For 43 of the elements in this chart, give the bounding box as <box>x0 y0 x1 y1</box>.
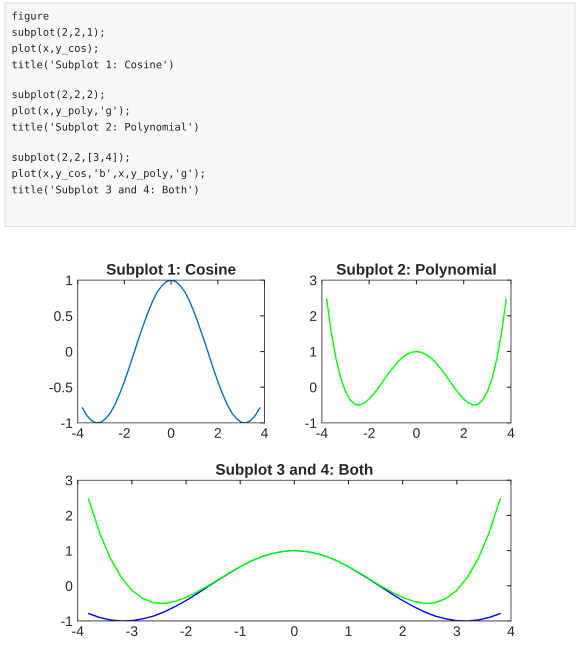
x-tick-label: -2 <box>118 428 130 438</box>
y-tick-label: 3 <box>310 275 316 286</box>
x-tick-label: -4 <box>72 626 84 636</box>
y-tick-label: 1 <box>310 346 316 357</box>
y-tick-label: 0 <box>310 382 316 392</box>
y-tick-label: 0.5 <box>54 311 72 321</box>
y-tick-label: -0.5 <box>50 382 72 392</box>
chart-title: Subplot 2: Polynomial <box>336 264 496 278</box>
x-tick-label: 0 <box>413 428 420 438</box>
y-tick-label: 2 <box>310 311 316 321</box>
x-tick-label: -4 <box>316 428 328 438</box>
text: figure subplot(2,2,1); plot(x,y_cos); title('Subplot 1: Cosine') <box>12 12 172 70</box>
x-tick-label: 0 <box>168 428 174 438</box>
text: subplot(2,2,[3,4]); plot(x,y_cos,'b',x,y_poly,'g'); title('Subplot 3 and 4: Both') <box>12 152 204 196</box>
x-tick-label: -2 <box>364 428 375 438</box>
y-tick-label: 0 <box>66 581 72 591</box>
line-series <box>88 498 501 604</box>
y-tick-label: -1 <box>61 616 72 626</box>
chart-title: Subplot 1: Cosine <box>106 264 236 278</box>
x-tick-label: 4 <box>507 428 514 438</box>
x-tick-label: 4 <box>507 626 514 636</box>
y-tick-label: -1 <box>61 418 72 428</box>
x-tick-label: 4 <box>260 428 268 438</box>
text: subplot(2,2,2); plot(x,y_poly,'g'); title('Subplot 2: Polynomial') <box>12 90 198 133</box>
chart-title: Subplot 3 and 4: Both <box>216 464 372 478</box>
x-tick-label: 1 <box>346 626 352 636</box>
y-tick-label: -1 <box>305 418 316 428</box>
x-tick-label: 2 <box>214 428 221 438</box>
line-series <box>82 280 261 423</box>
y-tick-label: 1 <box>66 546 72 556</box>
y-tick-label: 2 <box>66 510 72 520</box>
x-tick-label: -4 <box>72 428 84 438</box>
y-tick-label: 0 <box>66 346 72 357</box>
x-tick-label: 2 <box>400 626 406 636</box>
x-tick-label: 2 <box>460 428 467 438</box>
y-tick-label: 1 <box>66 276 72 286</box>
y-tick-label: 3 <box>66 476 72 486</box>
x-tick-label: 0 <box>291 626 298 636</box>
x-tick-label: -3 <box>126 626 138 636</box>
line-series <box>326 298 507 406</box>
x-tick-label: -1 <box>234 626 246 636</box>
x-tick-label: -2 <box>180 626 192 636</box>
x-tick-label: 3 <box>453 626 460 636</box>
